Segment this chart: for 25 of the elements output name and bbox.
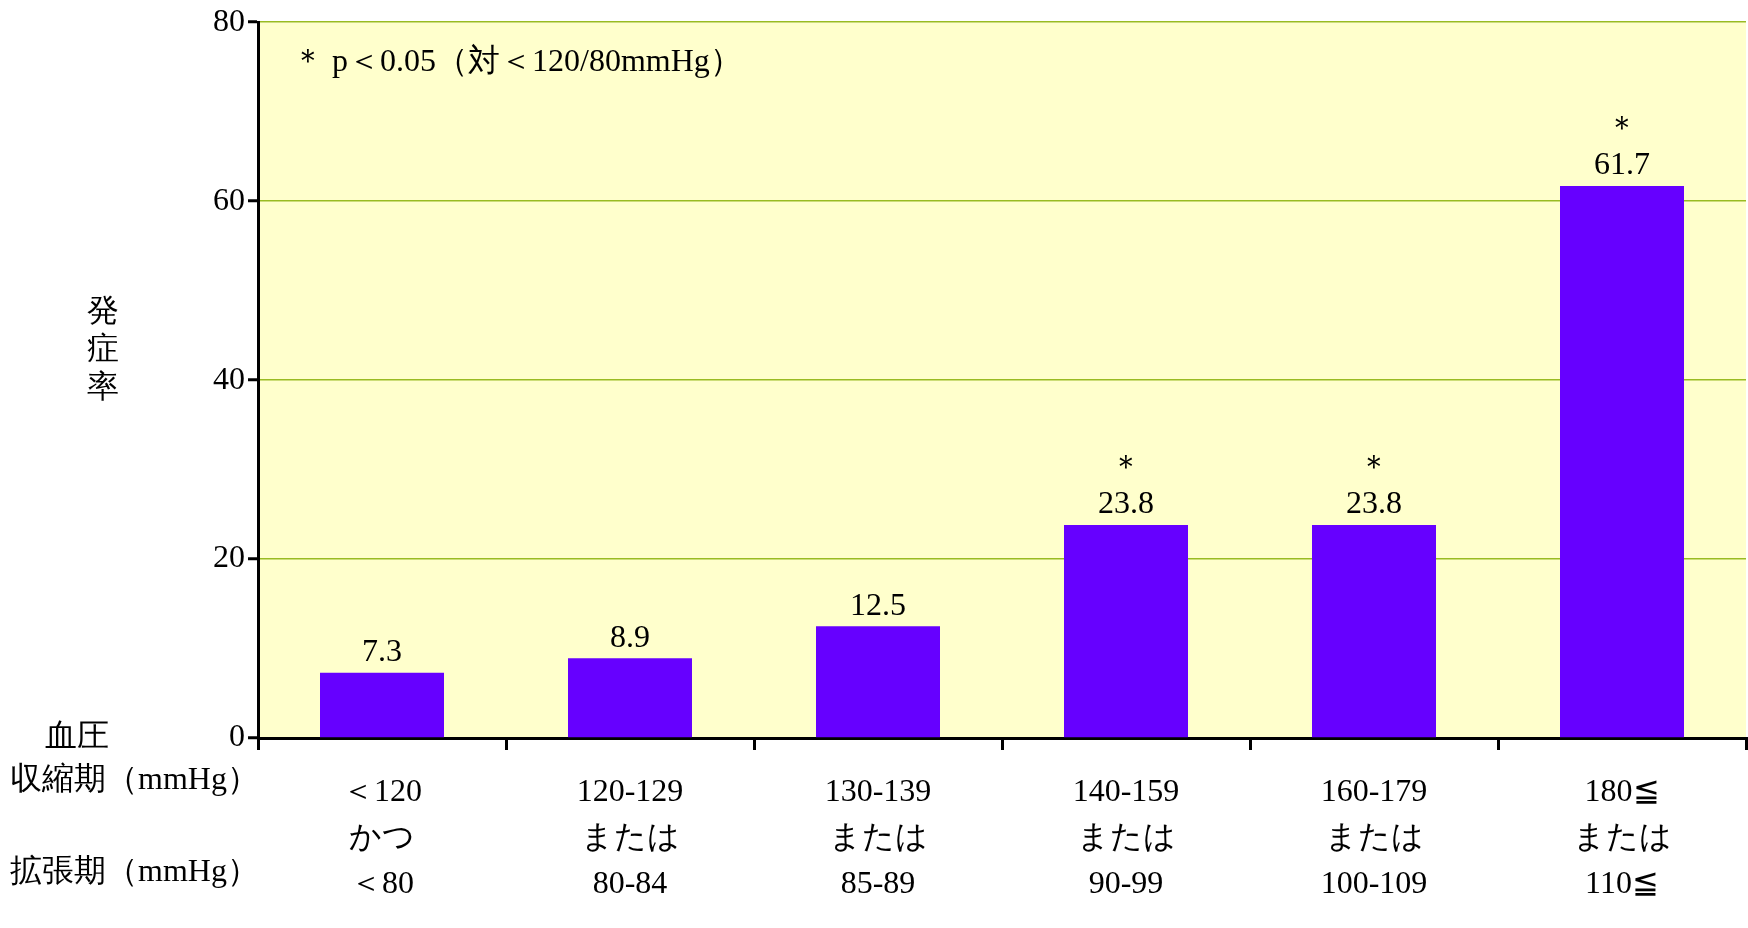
data-label: 61.7 [1594,145,1650,182]
text: 拡張期（mmHg） [10,852,259,889]
annotation: ＊ p＜0.05（対＜120/80mmHg） [292,41,742,78]
annotation: ＊ [1358,448,1390,485]
annotation: ＊ [1110,448,1142,485]
y-axis-title: 発症率 [87,291,119,404]
x-tick-label: ＜120かつ＜80 [342,772,422,901]
y-tick-label: 0 [229,717,245,754]
data-label: 23.8 [1098,484,1154,521]
x-tick-label: 140-159または90-99 [1072,772,1180,901]
data-label: 12.5 [850,585,906,622]
data-label: 8.9 [610,617,650,654]
x-tick-label: 160-179または100-109 [1320,772,1428,901]
data-label: 23.8 [1346,484,1402,521]
x-tick-label: 130-139または85-89 [824,772,932,901]
annotation: ＊ [1606,109,1638,146]
y-tick-label: 40 [213,359,245,396]
text: 血圧 [45,717,109,754]
y-tick-label: 60 [213,180,245,217]
y-tick-label: 80 [213,1,245,38]
data-label: 7.3 [362,632,402,669]
text: 収縮期（mmHg） [10,760,259,797]
x-tick-label: 180≦または110≦ [1572,772,1672,901]
x-tick-label: 120-129または80-84 [576,772,684,901]
y-tick-label: 20 [213,538,245,575]
